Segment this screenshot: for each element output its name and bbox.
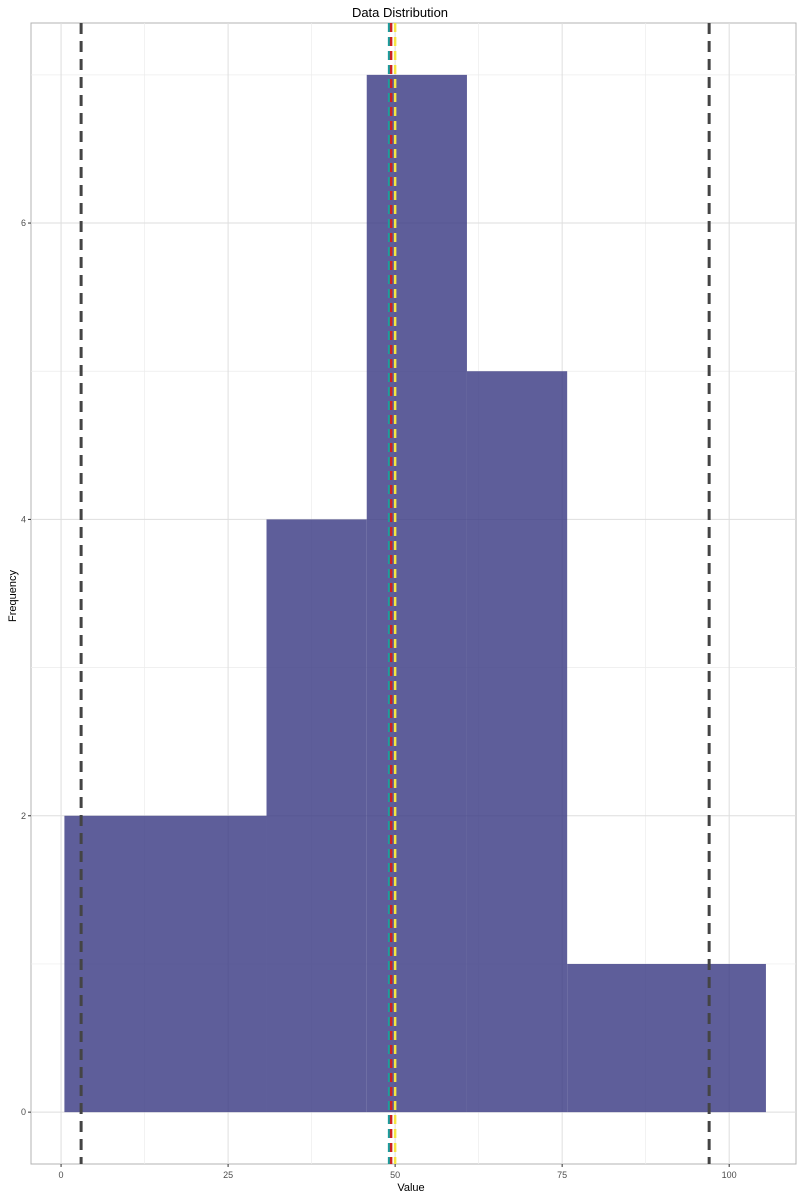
histogram-bar-3: [366, 74, 467, 1113]
y-tick-label: 0: [21, 1107, 26, 1117]
x-tick-label: 100: [722, 1170, 737, 1180]
histogram-bar-1: [64, 815, 267, 1113]
x-tick-label: 75: [557, 1170, 567, 1180]
y-tick-label: 6: [21, 218, 26, 228]
x-axis-label: Value: [397, 1182, 425, 1194]
x-tick-label: 50: [390, 1170, 400, 1180]
histogram-bar-4: [466, 371, 568, 1113]
y-tick-label: 2: [21, 811, 26, 821]
y-tick-label: 4: [21, 514, 26, 524]
x-tick-label: 25: [223, 1170, 233, 1180]
histogram-bar-2: [266, 519, 367, 1113]
chart-title: Data Distribution: [351, 5, 449, 20]
histogram-bar-5: [567, 963, 766, 1113]
x-tick-label: 0: [59, 1170, 64, 1180]
